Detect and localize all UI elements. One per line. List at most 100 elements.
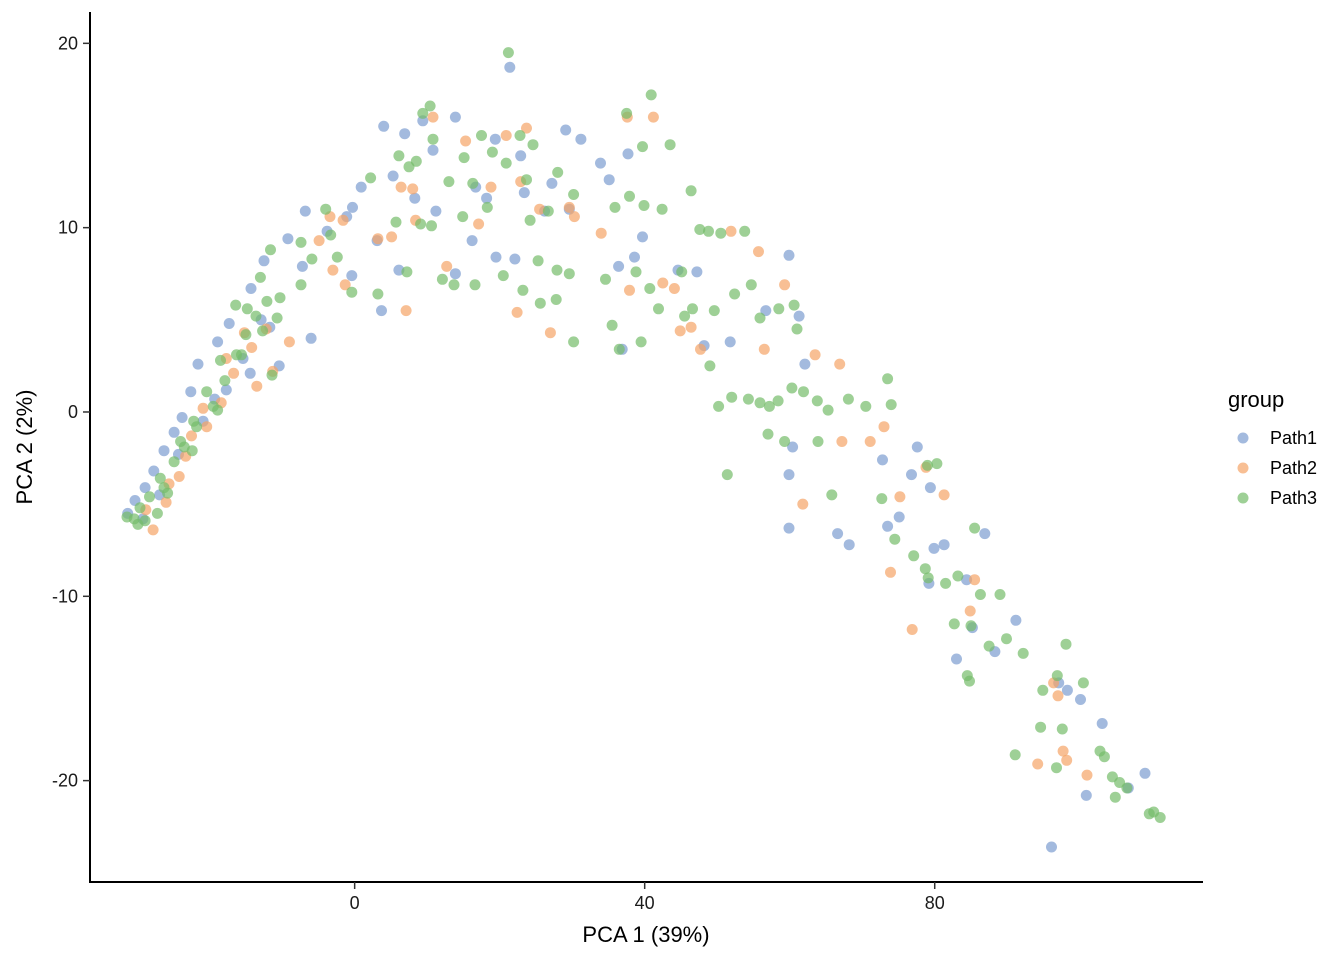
data-point <box>664 139 676 151</box>
data-point <box>969 522 981 534</box>
data-point <box>476 130 487 141</box>
data-point <box>1051 762 1062 774</box>
data-point <box>515 150 527 162</box>
data-point <box>1010 614 1022 626</box>
data-point <box>534 297 546 309</box>
x-tick-label: 40 <box>635 893 655 913</box>
data-point <box>622 148 634 160</box>
data-point <box>948 618 960 630</box>
data-point <box>410 155 422 167</box>
data-point <box>372 233 384 245</box>
data-point <box>679 310 691 322</box>
data-point <box>882 520 894 532</box>
data-point <box>306 253 318 265</box>
data-point <box>250 310 262 322</box>
data-point <box>400 305 412 317</box>
data-point <box>215 354 226 366</box>
data-point <box>337 214 349 226</box>
data-point <box>595 227 607 239</box>
data-point <box>521 122 532 134</box>
data-point <box>645 89 657 101</box>
data-point <box>546 177 558 189</box>
series-path1 <box>122 61 1151 853</box>
data-point <box>1121 782 1133 794</box>
data-point <box>635 336 647 348</box>
data-point <box>876 493 888 505</box>
data-point <box>257 325 269 337</box>
data-point <box>192 358 204 370</box>
data-point <box>969 574 981 586</box>
data-point <box>715 227 727 239</box>
data-point <box>151 507 163 519</box>
data-point <box>1061 754 1073 766</box>
legend-label-path3: Path3 <box>1270 488 1317 508</box>
data-point <box>489 133 501 145</box>
data-point <box>188 415 200 427</box>
data-point <box>458 152 470 164</box>
data-point <box>449 268 461 280</box>
points-layer <box>121 47 1166 853</box>
data-point <box>457 211 469 223</box>
data-point <box>922 459 933 471</box>
data-point <box>1057 745 1069 757</box>
data-point <box>773 303 785 315</box>
data-point <box>657 277 669 289</box>
data-point <box>983 640 995 652</box>
data-point <box>938 489 950 501</box>
data-point <box>230 299 242 311</box>
data-point <box>783 249 795 261</box>
data-point <box>469 279 481 291</box>
data-point <box>550 294 562 305</box>
data-point <box>653 303 664 315</box>
data-point <box>911 441 923 453</box>
data-point <box>517 284 529 296</box>
x-tick-label: 80 <box>925 893 945 913</box>
data-point <box>305 332 317 344</box>
data-point <box>372 288 384 300</box>
data-point <box>922 572 934 584</box>
data-point <box>1096 718 1108 729</box>
data-point <box>347 201 358 213</box>
data-point <box>534 203 546 215</box>
data-point <box>951 653 962 665</box>
data-point <box>889 533 901 545</box>
data-point <box>339 279 351 291</box>
data-point <box>427 144 439 156</box>
data-point <box>563 268 575 280</box>
data-point <box>729 288 741 300</box>
data-point <box>964 605 976 617</box>
data-point <box>497 270 509 282</box>
data-point <box>241 303 253 315</box>
data-point <box>687 303 698 315</box>
data-point <box>613 260 625 272</box>
data-point <box>158 445 170 457</box>
data-point <box>236 349 247 361</box>
data-point <box>176 412 188 423</box>
data-point <box>144 491 155 503</box>
legend-key-path1 <box>1237 432 1249 444</box>
data-point <box>386 231 398 243</box>
data-point <box>261 295 273 307</box>
data-point <box>713 400 725 412</box>
data-point <box>1061 684 1073 696</box>
data-point <box>674 325 686 337</box>
y-tick-label: -10 <box>52 586 78 606</box>
data-point <box>885 566 896 578</box>
data-point <box>504 61 516 73</box>
data-point <box>961 670 973 682</box>
data-point <box>258 255 270 267</box>
data-point <box>742 393 754 405</box>
data-point <box>1051 670 1063 682</box>
data-point <box>365 172 377 184</box>
data-point <box>629 251 640 263</box>
data-point <box>563 201 575 213</box>
data-point <box>885 399 897 411</box>
data-point <box>786 382 798 394</box>
data-point <box>754 397 766 409</box>
data-point <box>426 220 437 232</box>
data-point <box>609 201 621 213</box>
x-axis-title: PCA 1 (39%) <box>582 922 709 947</box>
data-point <box>220 384 232 396</box>
data-point <box>148 465 160 477</box>
